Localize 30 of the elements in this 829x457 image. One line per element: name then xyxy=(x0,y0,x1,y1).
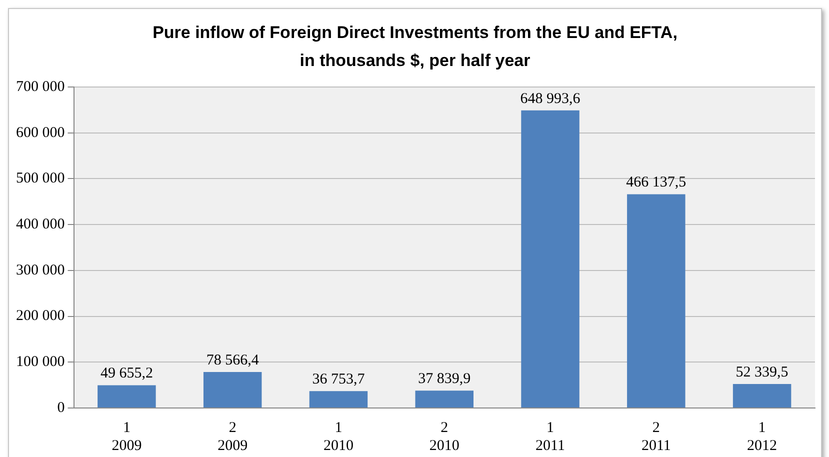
bar xyxy=(203,372,262,408)
x-tick-label: 2 2009 xyxy=(218,420,248,454)
bar xyxy=(732,384,792,408)
bar xyxy=(98,385,156,408)
bar xyxy=(627,194,686,408)
y-tick-label: 600 000 xyxy=(16,124,65,141)
y-tick-label: 100 000 xyxy=(16,354,65,370)
data-label: 36 753,7 xyxy=(312,372,366,388)
y-tick-label: 400 000 xyxy=(16,216,65,233)
bar xyxy=(415,390,474,408)
data-label: 52 339,5 xyxy=(736,364,788,380)
y-tick-label: 500 000 xyxy=(16,170,65,187)
data-label: 466 137,5 xyxy=(626,174,686,191)
x-tick-label: 1 2011 xyxy=(536,420,565,454)
y-tick-label: 200 000 xyxy=(16,308,65,324)
data-label: 78 566,4 xyxy=(206,352,260,368)
y-tick-label: 300 000 xyxy=(16,262,65,278)
x-tick-label: 1 2010 xyxy=(323,420,354,454)
x-tick-label: 1 2012 xyxy=(747,420,778,454)
data-label: 49 655,2 xyxy=(100,366,153,382)
data-label: 37 839,9 xyxy=(418,371,471,388)
y-tick-label: 700 000 xyxy=(16,78,65,95)
x-tick-label: 1 2009 xyxy=(112,420,142,454)
x-tick-label: 2 2011 xyxy=(641,420,671,454)
bar xyxy=(309,391,368,408)
bar xyxy=(521,110,580,408)
data-label: 648 993,6 xyxy=(520,90,581,107)
x-tick-label: 2 2010 xyxy=(429,420,460,454)
y-tick-label: 0 xyxy=(57,400,65,416)
chart-title: Pure inflow of Foreign Direct Investments from the EU and EFTA, in thousands $, per half year xyxy=(152,22,678,72)
